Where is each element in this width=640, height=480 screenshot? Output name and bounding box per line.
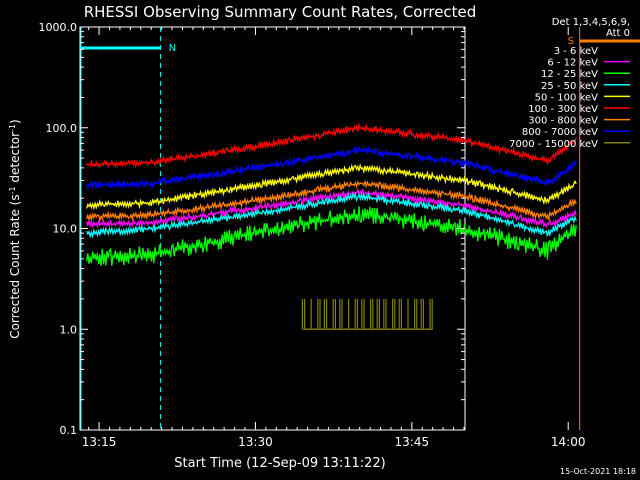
x-tick-label: 13:15 xyxy=(82,435,117,449)
series-line-12-25-kev xyxy=(85,206,577,266)
y-tick-label: 10.0 xyxy=(53,223,78,236)
series-line-300-800-kev xyxy=(85,180,577,223)
series-line-100-300-kev xyxy=(86,122,577,169)
legend-header: Att 0 xyxy=(606,28,630,39)
legend-label: 25 - 50 keV xyxy=(541,81,598,92)
x-tick-label: 13:45 xyxy=(395,435,430,449)
flag-label-n: N xyxy=(169,43,176,54)
series-line-800-7000-kev xyxy=(85,145,577,190)
series-line-7000-15000-kev xyxy=(301,298,433,330)
footer-date: 15-Oct-2021 18:18 xyxy=(560,467,636,476)
legend-label: 3 - 6 keV xyxy=(554,46,598,57)
legend-label: 300 - 800 keV xyxy=(528,116,598,127)
legend-header: Det 1,3,4,5,6,9, xyxy=(552,17,630,28)
y-tick-label: 100.0 xyxy=(46,122,78,135)
flag-label-s: S xyxy=(568,36,574,47)
legend-label: 800 - 7000 keV xyxy=(522,127,598,138)
legend-label: 100 - 300 keV xyxy=(528,104,598,115)
x-tick-label: 14:00 xyxy=(551,435,586,449)
y-tick-label: 1000.0 xyxy=(39,21,78,34)
legend-label: 6 - 12 keV xyxy=(547,58,598,69)
y-axis-label: Corrected Count Rate (s-1 detector-1) xyxy=(8,119,22,338)
legend-label: 50 - 100 keV xyxy=(535,92,599,103)
legend-label: 12 - 25 keV xyxy=(541,69,598,80)
y-tick-label: 0.1 xyxy=(60,424,78,437)
y-tick-label: 1.0 xyxy=(60,323,78,336)
x-axis-label: Start Time (12-Sep-09 13:11:22) xyxy=(174,456,385,471)
legend-label: 7000 - 15000 keV xyxy=(509,139,598,150)
series-line-25-50-kev xyxy=(85,191,577,239)
x-tick-label: 13:30 xyxy=(238,435,273,449)
series-line-50-100-kev xyxy=(85,163,577,211)
chart-title: RHESSI Observing Summary Count Rates, Co… xyxy=(84,3,477,21)
